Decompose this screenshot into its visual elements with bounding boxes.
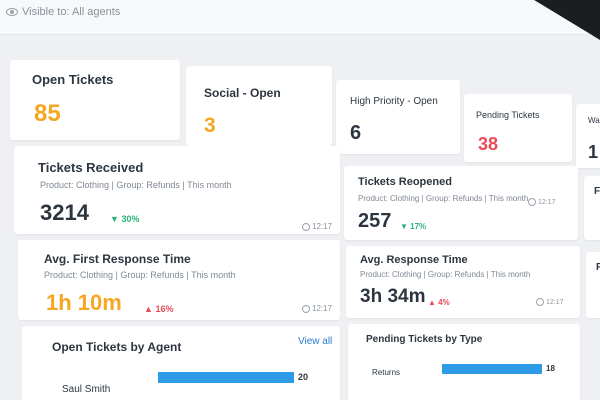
metric-card-edge-top[interactable]: Fi	[584, 176, 600, 240]
metric-subtitle: Product: Clothing | Group: Refunds | Thi…	[40, 180, 232, 190]
metric-subtitle: Product: Clothing | Group: Refunds | Thi…	[358, 194, 529, 203]
type-name: Returns	[372, 368, 401, 377]
agent-bar-value: 20	[298, 372, 309, 382]
metric-card-tickets-received[interactable]: Tickets Received Product: Clothing | Gro…	[14, 146, 340, 234]
stat-card-partial[interactable]: Wa 1	[576, 104, 600, 168]
metric-subtitle: Product: Clothing | Group: Refunds | Thi…	[44, 270, 236, 280]
metric-subtitle: Product: Clothing | Group: Refunds | Thi…	[360, 270, 531, 279]
clock-icon	[302, 222, 310, 231]
arrow-up-icon: ▲	[428, 298, 436, 307]
metric-value: 3h 34m	[360, 286, 426, 307]
stat-title: High Priority - Open	[350, 96, 438, 107]
stat-value: 85	[34, 100, 61, 127]
stat-value: 38	[478, 134, 499, 154]
arrow-down-icon: ▼	[110, 214, 119, 224]
metric-delta: ▲ 16%	[144, 304, 174, 314]
visibility-control[interactable]: Visible to: All agents	[6, 6, 120, 18]
stat-card-social-open[interactable]: Social - Open 3	[186, 66, 332, 146]
clock-icon	[528, 198, 536, 206]
metric-time: 12:17	[536, 298, 564, 306]
type-bar-value: 18	[546, 364, 555, 373]
type-card-title: Pending Tickets by Type	[366, 334, 483, 345]
metric-time: 12:17	[528, 198, 556, 206]
metric-title: Avg. First Response Time	[44, 252, 191, 266]
metric-delta: ▼ 30%	[110, 214, 140, 224]
eye-icon	[6, 8, 18, 16]
stat-title: Pending Tickets	[476, 110, 540, 120]
type-bar	[442, 364, 542, 374]
agent-card-title: Open Tickets by Agent	[52, 340, 182, 354]
metric-value: 257	[358, 210, 392, 232]
stat-value: 6	[350, 122, 362, 144]
agent-bar	[158, 372, 294, 383]
stat-value: 1	[588, 142, 599, 162]
metric-title: Tickets Received	[38, 160, 144, 175]
metric-value: 1h 10m	[46, 290, 122, 315]
clock-icon	[302, 304, 310, 313]
stat-card-pending[interactable]: Pending Tickets 38	[464, 94, 572, 162]
metric-delta: ▲ 4%	[428, 298, 450, 307]
metric-card-response-time[interactable]: Avg. Response Time Product: Clothing | G…	[346, 246, 580, 318]
metric-title: Pr	[596, 262, 600, 273]
metric-value: 3214	[40, 200, 89, 225]
visibility-label: Visible to: All agents	[22, 6, 121, 18]
metric-title: Fi	[594, 186, 600, 197]
agent-name: Saul Smith	[62, 384, 111, 395]
type-tickets-card: Pending Tickets by Type Returns 18	[348, 324, 580, 400]
stat-value: 3	[204, 114, 216, 137]
metric-time: 12:17	[302, 304, 332, 313]
clock-icon	[536, 298, 544, 306]
metric-card-first-response[interactable]: Avg. First Response Time Product: Clothi…	[18, 240, 340, 320]
stat-title: Open Tickets	[32, 72, 114, 87]
stat-title: Wa	[588, 116, 600, 125]
arrow-up-icon: ▲	[144, 304, 153, 314]
metric-title: Tickets Reopened	[358, 176, 452, 188]
stat-card-open-tickets[interactable]: Open Tickets 85	[10, 60, 180, 140]
metric-delta: ▼ 17%	[400, 222, 427, 231]
agent-tickets-card: Open Tickets by Agent View all Saul Smit…	[22, 326, 340, 400]
stat-title: Social - Open	[204, 86, 281, 100]
metric-card-edge-bottom[interactable]: Pr	[586, 252, 600, 318]
view-all-link[interactable]: View all	[298, 336, 333, 347]
metric-time: 12:17	[302, 222, 332, 231]
metric-card-tickets-reopened[interactable]: Tickets Reopened Product: Clothing | Gro…	[344, 166, 578, 240]
metric-title: Avg. Response Time	[360, 254, 468, 266]
stat-card-high-priority[interactable]: High Priority - Open 6	[336, 80, 460, 154]
top-bar: Visible to: All agents	[0, 0, 600, 35]
arrow-down-icon: ▼	[400, 222, 408, 231]
